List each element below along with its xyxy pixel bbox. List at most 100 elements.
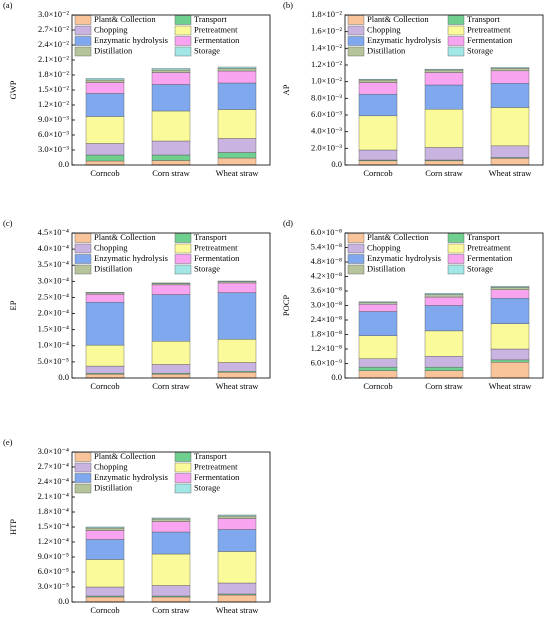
y-tick-label: 9.0×10⁻⁵: [38, 551, 69, 561]
y-tick-label: 5.0×10⁻⁵: [38, 356, 69, 366]
legend-label: Transport: [194, 14, 227, 24]
legend-swatch: [74, 233, 92, 243]
bar-segment: [151, 531, 191, 555]
legend-swatch: [74, 25, 92, 36]
plot-frame: [344, 232, 544, 379]
plot-frame: [71, 14, 271, 166]
legend-swatch: [347, 254, 365, 264]
bar-segment: [490, 83, 530, 108]
x-tick-label: Wheat straw: [216, 381, 260, 391]
x-tick-label: Wheat straw: [489, 381, 533, 391]
y-tick-label: 2.7×10⁻²: [38, 24, 69, 34]
legend-swatch: [74, 264, 92, 275]
legend-swatch: [174, 15, 192, 25]
y-tick-label: 2.0×10⁻⁴: [38, 308, 69, 318]
x-tick-label: Corncob: [90, 381, 119, 391]
legend-label: Chopping: [94, 461, 128, 471]
legend-swatch: [74, 452, 92, 462]
y-tick-label: 8.0×10⁻³: [311, 92, 342, 102]
legend-label: Transport: [467, 232, 500, 242]
legend-swatch: [74, 254, 92, 264]
legend-swatch: [174, 483, 192, 494]
bar-segment: [358, 79, 398, 83]
bar-segment: [490, 67, 530, 69]
bar-segment: [358, 82, 398, 95]
legend-label: Fermentation: [194, 253, 240, 263]
bar-segment: [424, 68, 464, 71]
y-tick-label: 6.0×10⁻⁹: [311, 357, 342, 367]
bar-segment: [217, 551, 257, 584]
bar-segment: [151, 84, 191, 112]
bar-segment: [424, 84, 464, 110]
panel-label: (c): [3, 218, 13, 228]
bar-segment: [85, 302, 125, 346]
y-tick-label: 1.8×10⁻⁸: [311, 328, 342, 338]
panel-label: (d): [283, 218, 293, 228]
bar-segment: [151, 140, 191, 156]
legend-swatch: [447, 46, 465, 57]
bar-segment: [217, 292, 257, 340]
legend-label: Distillation: [94, 45, 133, 55]
bar-segment: [85, 373, 125, 379]
legend-swatch: [447, 233, 465, 243]
bar-segment: [85, 530, 125, 540]
y-tick-label: 1.8×10⁻²: [38, 69, 69, 79]
legend-label: Fermentation: [194, 35, 240, 45]
bar-segment: [85, 292, 125, 294]
bar-segment: [490, 362, 530, 379]
bar-segment: [151, 518, 191, 522]
bar-segment: [217, 70, 257, 84]
legend-label: Transport: [194, 232, 227, 242]
bar-segment: [85, 82, 125, 94]
bar-segment: [358, 115, 398, 151]
bar-segment: [151, 110, 191, 142]
bar-segment: [85, 143, 125, 156]
plot-frame: [71, 232, 271, 379]
y-axis-label: POCP: [281, 295, 291, 317]
bar-segment: [151, 282, 191, 284]
bar-segment: [85, 365, 125, 374]
legend-swatch: [447, 15, 465, 25]
bar-segment: [424, 294, 464, 298]
bar-segment: [217, 514, 257, 517]
legend-swatch: [174, 46, 192, 57]
bar-segment: [217, 362, 257, 372]
legend-label: Distillation: [94, 263, 133, 273]
y-tick-label: 0.0: [58, 596, 69, 606]
bar-segment: [85, 596, 125, 603]
bar-segment: [151, 596, 191, 603]
bar-segment: [217, 280, 257, 282]
bar-segment: [358, 160, 398, 166]
bar-segment: [424, 69, 464, 73]
bar-segment: [490, 289, 530, 299]
legend-label: Enzymatic hydrolysis: [94, 35, 168, 45]
legend-label: Storage: [194, 263, 220, 273]
bar-segment: [217, 529, 257, 552]
x-tick-label: Corncob: [363, 381, 392, 391]
bar-segment: [424, 296, 464, 306]
bar-segment: [490, 145, 530, 158]
legend-swatch: [347, 233, 365, 243]
y-tick-label: 2.5×10⁻⁴: [38, 291, 69, 301]
y-tick-label: 0.0: [331, 372, 342, 382]
legend-swatch: [174, 233, 192, 243]
y-tick-label: 4.0×10⁻⁴: [38, 243, 69, 253]
panel-label: (e): [3, 437, 13, 447]
y-tick-label: 3.0×10⁻⁵: [38, 581, 69, 591]
legend-swatch: [74, 243, 92, 254]
bar-segment: [151, 517, 191, 520]
bar-segment: [424, 147, 464, 161]
y-tick-label: 3.0×10⁻⁸: [311, 299, 342, 309]
y-tick-label: 1.2×10⁻²: [311, 59, 342, 69]
bar-segment: [217, 515, 257, 519]
bar-segment: [151, 72, 191, 85]
y-tick-label: 6.0×10⁻⁵: [38, 566, 69, 576]
bar-segment: [490, 70, 530, 84]
bar-segment: [85, 344, 125, 367]
y-tick-label: 2.0×10⁻³: [311, 142, 342, 152]
y-axis-label: AP: [281, 84, 291, 95]
legend-label: Distillation: [367, 263, 406, 273]
legend-label: Pretreatment: [194, 242, 238, 252]
bar-segment: [151, 521, 191, 533]
legend-label: Distillation: [94, 482, 133, 492]
